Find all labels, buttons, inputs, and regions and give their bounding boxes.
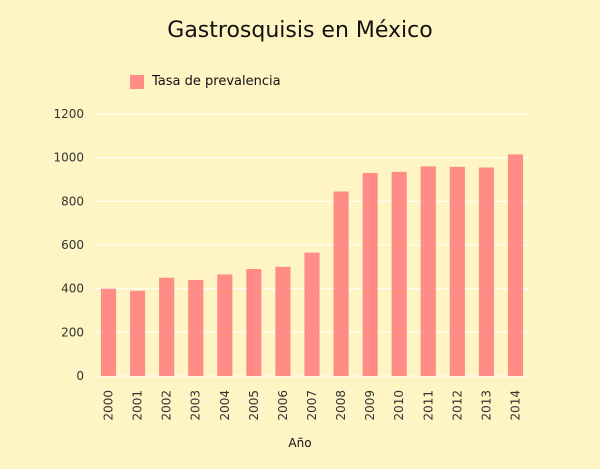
x-tick-label: 2007 [305, 390, 319, 421]
y-tick-label: 1200 [53, 107, 84, 121]
y-tick-label: 1000 [53, 151, 84, 165]
bar-2002 [159, 277, 175, 376]
x-tick-label: 2004 [218, 390, 232, 421]
x-tick-label: 2011 [421, 390, 435, 421]
bar-2006 [275, 266, 291, 376]
bar-2009 [362, 172, 378, 376]
y-tick-label: 0 [76, 369, 84, 383]
bar-2004 [217, 274, 233, 376]
x-tick-label: 2005 [247, 390, 261, 421]
x-tick-label: 2006 [276, 390, 290, 421]
legend-label: Tasa de prevalencia [152, 74, 281, 89]
legend-swatch [130, 74, 144, 89]
x-tick-label: 2000 [102, 390, 116, 421]
x-tick-label: 2010 [392, 390, 406, 421]
bar-2003 [188, 279, 204, 376]
y-tick-label: 400 [61, 282, 84, 296]
bar-2007 [304, 252, 320, 376]
x-axis-label: Año [288, 436, 312, 450]
bar-2011 [420, 166, 436, 376]
bar-2010 [391, 171, 407, 376]
x-tick-label: 2008 [334, 390, 348, 421]
bar-2012 [449, 166, 465, 376]
bar-2013 [478, 167, 494, 376]
x-tick-label: 2014 [508, 390, 522, 421]
bar-2001 [130, 290, 146, 376]
bar-2014 [507, 154, 524, 376]
x-tick-label: 2013 [479, 390, 493, 421]
y-tick-label: 800 [61, 194, 84, 208]
x-tick-label: 2012 [450, 390, 464, 421]
y-tick-label: 600 [61, 238, 84, 252]
x-tick-label: 2009 [363, 390, 377, 421]
x-tick-label: 2001 [131, 390, 145, 421]
x-tick-label: 2003 [189, 390, 203, 421]
legend: Tasa de prevalencia [130, 74, 281, 89]
x-tick-label: 2002 [160, 390, 174, 421]
bar-2008 [333, 191, 349, 376]
bar-2005 [246, 269, 262, 376]
bar-2000 [100, 288, 117, 376]
y-tick-label: 200 [61, 325, 84, 339]
chart-title: Gastrosquisis en México [167, 18, 433, 43]
